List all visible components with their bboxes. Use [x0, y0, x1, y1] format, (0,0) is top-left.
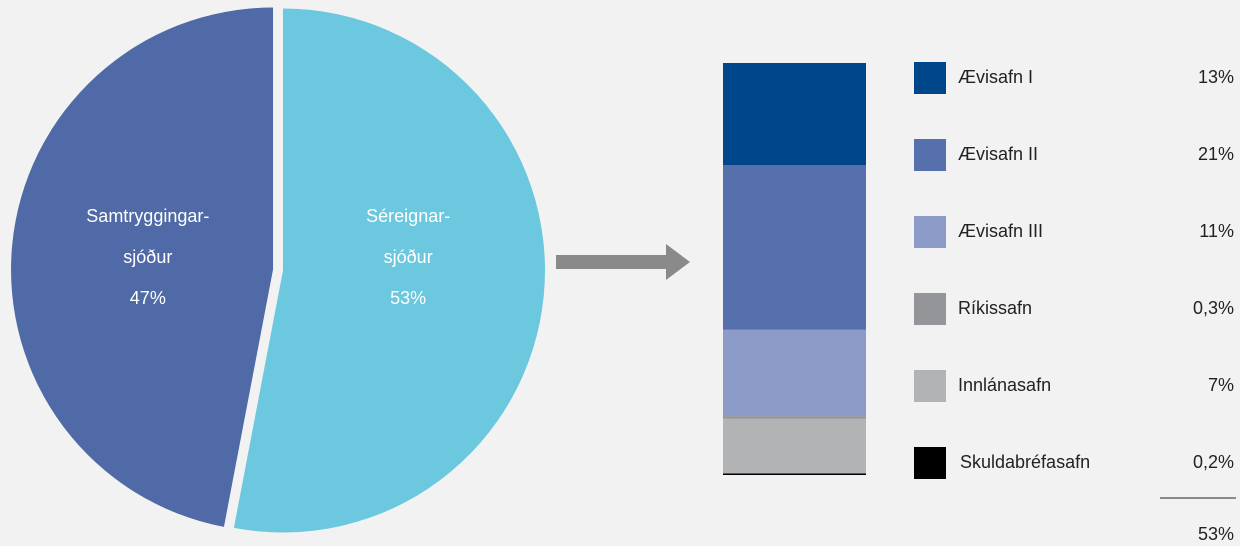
value-label: 0,2% [1193, 452, 1234, 472]
bar-segment [723, 165, 866, 330]
value-label: 13% [1198, 67, 1234, 87]
arrow [556, 244, 690, 280]
pie-slice [11, 7, 274, 527]
slice-label: sjóður [384, 247, 433, 267]
arrow-shaft [556, 255, 668, 269]
slice-value-label: 47% [130, 288, 166, 308]
bar-segment [723, 63, 866, 166]
legend-swatch [914, 216, 946, 248]
bar-segment [723, 473, 866, 475]
value-label: 21% [1198, 144, 1234, 164]
legend-swatch [914, 447, 946, 479]
arrow-head [666, 244, 690, 280]
legend-swatch [914, 370, 946, 402]
value-label: 7% [1208, 375, 1234, 395]
slice-value-label: 53% [390, 288, 426, 308]
legend-swatch [914, 293, 946, 325]
value-label: 0,3% [1193, 298, 1234, 318]
value-label: 11% [1199, 221, 1234, 241]
bar-segment [723, 418, 866, 474]
slice-label: Séreignar- [366, 206, 450, 226]
legend-label: Ævisafn III [958, 221, 1043, 241]
legend-label: Innlánasafn [958, 375, 1051, 395]
slice-label: Samtryggingar- [86, 206, 209, 226]
bar-segment [723, 329, 866, 417]
legend-swatch [914, 139, 946, 171]
bar-segment [723, 416, 866, 419]
legend-label: Ævisafn II [958, 144, 1038, 164]
legend-label: Ævisafn I [958, 67, 1033, 87]
slice-label: sjóður [123, 247, 172, 267]
pie-slice [233, 8, 545, 533]
legend-swatch [914, 62, 946, 94]
total-label: 53% [1198, 524, 1234, 544]
legend-label: Skuldabréfasafn [960, 452, 1090, 472]
legend-label: Ríkissafn [958, 298, 1032, 318]
